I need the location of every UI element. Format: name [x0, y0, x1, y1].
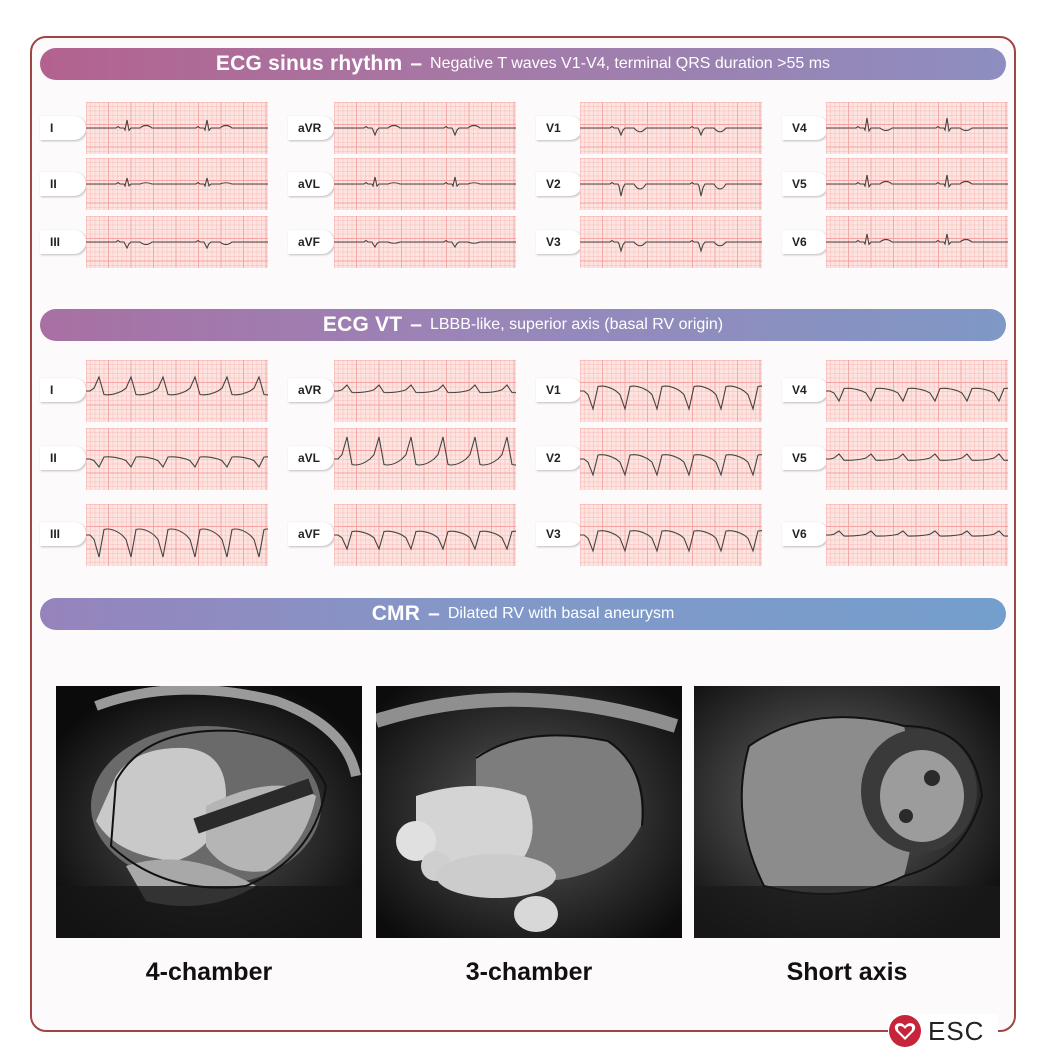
sinus-ecg-strip-v4 — [826, 102, 1008, 154]
vt-lead-iii-label: III — [40, 522, 86, 546]
cmr-subtitle: Dilated RV with basal aneurysm — [447, 605, 675, 622]
vt-lead-v4-label: V4 — [782, 378, 828, 402]
sinus-ecg-strip-i — [86, 102, 268, 154]
sinus-lead-avf-label: aVF — [288, 230, 334, 254]
cmr-dash: – — [428, 602, 440, 625]
vt-ecg-strip-v6-trace — [826, 530, 1008, 537]
cmr-4-chamber-image — [56, 686, 362, 938]
sinus-lead-v3-label: V3 — [536, 230, 582, 254]
vt-ecg-strip-ii — [86, 428, 268, 490]
vt-lead-v5-label: V5 — [782, 446, 828, 470]
sinus-lead-ii-label: II — [40, 172, 86, 196]
vt-ecg-strip-iii — [86, 504, 268, 566]
vt-lead-avf-label: aVF — [288, 522, 334, 546]
vt-ecg-strip-v1-trace — [580, 385, 762, 412]
vt-ecg-strip-v3-trace — [580, 530, 762, 553]
vt-lead-i-label: I — [40, 378, 86, 402]
vt-ecg-strip-v2-trace — [580, 454, 762, 477]
vt-ecg-strip-iii-trace — [86, 528, 268, 558]
sinus-ecg-strip-v3 — [580, 216, 762, 268]
vt-ecg-strip-v3 — [580, 504, 762, 566]
sinus-rhythm-header: ECG sinus rhythm – Negative T waves V1-V… — [40, 48, 1006, 80]
vt-ecg-strip-v6 — [826, 504, 1008, 566]
vt-ecg-strip-i-trace — [86, 375, 268, 396]
sinus-ecg-strip-v4-trace — [826, 117, 1008, 133]
cmr-short-axis-image — [694, 686, 1000, 938]
sinus-ecg-strip-iii-trace — [86, 239, 268, 250]
sinus-lead-avl-label: aVL — [288, 172, 334, 196]
sinus-ecg-strip-avl-trace — [334, 176, 516, 188]
sinus-ecg-strip-v2-trace — [580, 181, 762, 197]
sinus-ecg-strip-v3-trace — [580, 239, 762, 253]
vt-ecg-strip-v1 — [580, 360, 762, 422]
vt-ecg-strip-v5 — [826, 428, 1008, 490]
sinus-lead-iii-label: III — [40, 230, 86, 254]
vt-ecg-strip-avf — [334, 504, 516, 566]
vt-ecg-strip-ii-trace — [86, 456, 268, 469]
vt-lead-v6-label: V6 — [782, 522, 828, 546]
sinus-lead-i-label: I — [40, 116, 86, 140]
view-label-3-chamber: 3-chamber — [465, 958, 593, 986]
vt-lead-v2-label: V2 — [536, 446, 582, 470]
vt-lead-avr-label: aVR — [288, 378, 334, 402]
vt-ecg-strip-avr — [334, 360, 516, 422]
vt-ecg-strip-v4-trace — [826, 387, 1008, 403]
view-label-short-axis: Short axis — [786, 958, 908, 986]
sinus-ecg-strip-avf — [334, 216, 516, 268]
vt-lead-v1-label: V1 — [536, 378, 582, 402]
sinus-lead-v2-label: V2 — [536, 172, 582, 196]
cmr-3-chamber-image — [376, 686, 682, 938]
vt-title: ECG VT — [322, 313, 403, 336]
vt-lead-ii-label: II — [40, 446, 86, 470]
sinus-rhythm-subtitle: Negative T waves V1-V4, terminal QRS dur… — [430, 55, 831, 72]
vt-ecg-strip-i — [86, 360, 268, 422]
vt-header: ECG VT – LBBB-like, superior axis (basal… — [40, 309, 1006, 341]
sinus-lead-v1-label: V1 — [536, 116, 582, 140]
cmr-header: CMR – Dilated RV with basal aneurysm — [40, 598, 1006, 630]
sinus-lead-v6-label: V6 — [782, 230, 828, 254]
sinus-rhythm-title: ECG sinus rhythm — [215, 52, 403, 75]
esc-logo: ESC — [888, 1014, 998, 1048]
sinus-ecg-strip-ii-trace — [86, 177, 268, 188]
sinus-ecg-strip-v2 — [580, 158, 762, 210]
vt-ecg-strip-v4 — [826, 360, 1008, 422]
heart-icon — [889, 1015, 921, 1047]
vt-ecg-strip-avf-trace — [334, 530, 516, 551]
sinus-ecg-strip-v1-trace — [580, 125, 762, 137]
vt-ecg-strip-avr-trace — [334, 384, 516, 394]
sinus-lead-v4-label: V4 — [782, 116, 828, 140]
vt-ecg-strip-v5-trace — [826, 453, 1008, 461]
vt-ecg-strip-avl — [334, 428, 516, 490]
sinus-lead-avr-label: aVR — [288, 116, 334, 140]
sinus-lead-v5-label: V5 — [782, 172, 828, 196]
sinus-ecg-strip-avr-trace — [334, 124, 516, 137]
vt-lead-avl-label: aVL — [288, 446, 334, 470]
sinus-ecg-strip-v5-trace — [826, 174, 1008, 189]
sinus-ecg-strip-v1 — [580, 102, 762, 154]
vt-lead-v3-label: V3 — [536, 522, 582, 546]
view-label-4-chamber: 4-chamber — [145, 958, 273, 986]
sinus-ecg-strip-avr — [334, 102, 516, 154]
sinus-ecg-strip-avf-trace — [334, 239, 516, 249]
sinus-ecg-strip-v6 — [826, 216, 1008, 268]
sinus-ecg-strip-i-trace — [86, 119, 268, 132]
sinus-ecg-strip-ii — [86, 158, 268, 210]
sinus-ecg-strip-v5 — [826, 158, 1008, 210]
vt-ecg-strip-v2 — [580, 428, 762, 490]
esc-logo-text: ESC — [928, 1015, 985, 1046]
sinus-ecg-strip-iii — [86, 216, 268, 268]
vt-dash: – — [410, 313, 422, 336]
sinus-ecg-strip-avl — [334, 158, 516, 210]
sinus-ecg-strip-v6-trace — [826, 233, 1008, 246]
cmr-title: CMR — [371, 602, 421, 625]
vt-ecg-strip-avl-trace — [334, 436, 516, 466]
vt-subtitle: LBBB-like, superior axis (basal RV origi… — [429, 316, 724, 333]
sinus-rhythm-dash: – — [410, 52, 423, 75]
